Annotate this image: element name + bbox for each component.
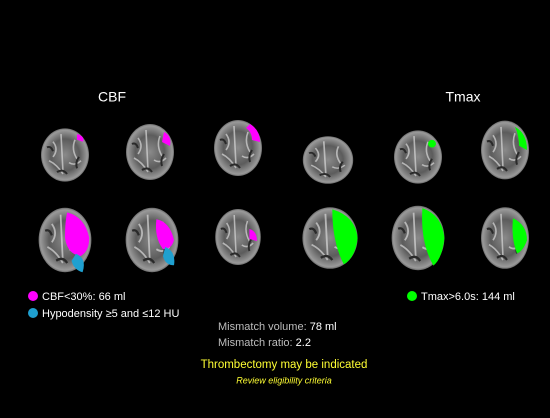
value: 2.2 [296,337,311,349]
legend-value: 144 ml [482,291,515,303]
recommendation-note: Review eligibility criteria [236,375,332,385]
label: Mismatch ratio: [218,337,293,349]
panel-title: CBF [98,89,126,105]
legend-item: Tmax>6.0s: 144 ml [421,291,515,303]
mismatch-ratio: Mismatch ratio: 2.2 [218,337,311,349]
tmax-images [301,119,531,272]
legend-swatch [28,308,38,318]
legend-swatch [407,291,417,301]
recommendation: Thrombectomy may be indicated [201,359,368,371]
legend-label: Hypodensity ≥5 and ≤12 HU [42,308,179,320]
legend-value: 66 ml [99,291,126,303]
legend-label: Tmax>6.0s: [421,291,479,303]
cbf-images [37,119,263,274]
label: Mismatch volume: [218,321,307,333]
value: 78 ml [310,321,337,333]
legend-swatch [28,291,38,301]
mismatch-volume: Mismatch volume: 78 ml [218,321,337,333]
panel-title: Tmax [446,89,481,105]
legend-item: CBF<30%: 66 ml [42,291,125,303]
legend-label: CBF<30%: [42,291,96,303]
